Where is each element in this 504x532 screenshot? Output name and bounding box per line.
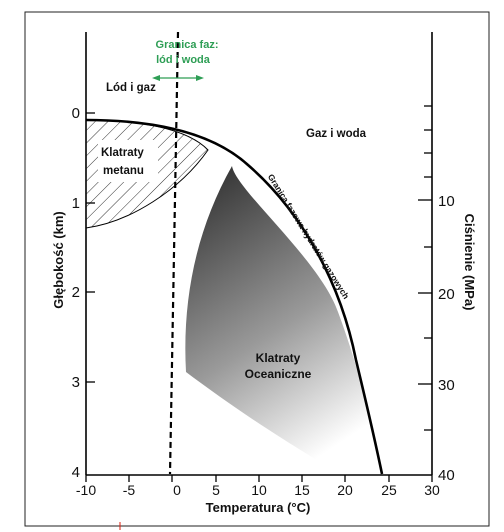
x-tick-label: -5 bbox=[123, 482, 136, 498]
ice-water-label-line1: Granica faz: bbox=[156, 39, 219, 51]
left-axis-ticks bbox=[86, 112, 95, 383]
x-tick-label: 20 bbox=[337, 482, 353, 498]
oceanic-clathrates-region bbox=[185, 166, 382, 474]
x-tick-label: 10 bbox=[251, 482, 267, 498]
region-ice-gas: Lód i gaz bbox=[106, 82, 156, 94]
region-oceanic-clathrates-line1: Klatraty bbox=[256, 351, 301, 365]
pressure-tick-label: 10 bbox=[438, 193, 455, 210]
x-tick-label: 15 bbox=[294, 482, 310, 498]
x-tick-label: -10 bbox=[76, 482, 96, 498]
x-tick-label: 25 bbox=[381, 482, 397, 498]
methane-label-bg bbox=[98, 140, 158, 182]
right-axis-ticks bbox=[418, 105, 432, 431]
region-oceanic-clathrates-line2: Oceaniczne bbox=[245, 367, 312, 381]
x-axis-title: Temperatura (°C) bbox=[206, 500, 311, 515]
double-arrow-icon bbox=[152, 75, 204, 81]
pressure-tick-label: 30 bbox=[438, 377, 455, 394]
y-right-axis-title: Ciśnienie (MPa) bbox=[462, 214, 477, 311]
region-methane-clathrates-line2: metanu bbox=[103, 165, 144, 177]
ice-water-boundary bbox=[168, 31, 180, 475]
depth-tick-label: 4 bbox=[72, 464, 80, 481]
pressure-tick-label: 40 bbox=[438, 467, 455, 484]
bottom-axis-ticks bbox=[85, 475, 433, 482]
depth-tick-label: 0 bbox=[72, 105, 80, 122]
x-tick-label: 5 bbox=[212, 482, 220, 498]
region-methane-clathrates-line1: Klatraty bbox=[101, 147, 144, 159]
depth-tick-label: 3 bbox=[72, 374, 80, 391]
depth-tick-label: 2 bbox=[72, 284, 80, 301]
hydrate-phase-boundary bbox=[85, 118, 384, 475]
region-gas-water: Gaz i woda bbox=[306, 128, 367, 140]
ice-water-label-line2: lód i woda bbox=[156, 54, 211, 66]
pressure-tick-label: 20 bbox=[438, 286, 455, 303]
outer-border bbox=[24, 11, 490, 527]
x-tick-label: 0 bbox=[173, 482, 181, 498]
x-tick-label: 30 bbox=[424, 482, 440, 498]
depth-tick-label: 1 bbox=[72, 195, 80, 212]
y-left-axis-title: Głębokość (km) bbox=[51, 211, 66, 309]
